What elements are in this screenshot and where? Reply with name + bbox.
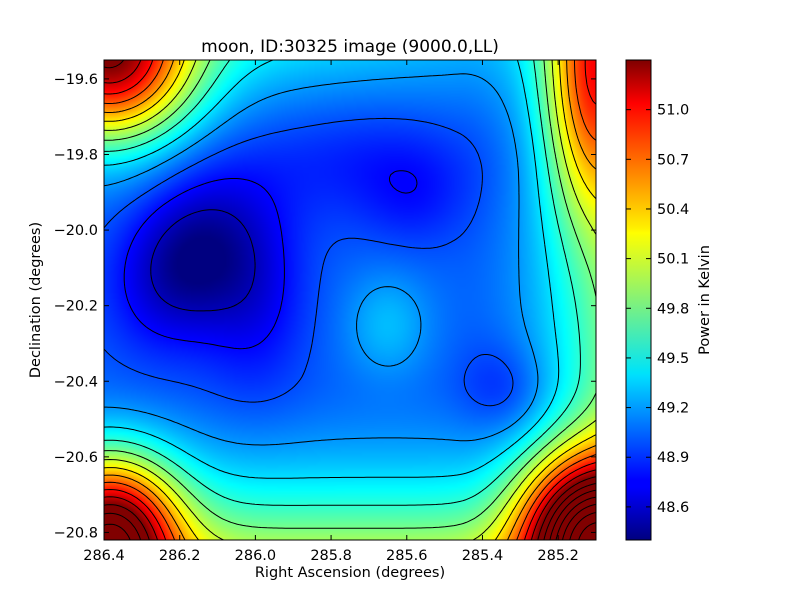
contour-line bbox=[104, 60, 596, 540]
y-tick-label: −20.6 bbox=[54, 450, 98, 466]
x-tick-label: 285.2 bbox=[537, 548, 579, 564]
contour-line bbox=[104, 483, 596, 540]
colorbar-tick-label: 49.2 bbox=[657, 401, 689, 417]
plot-area bbox=[104, 60, 596, 540]
x-axis: 286.4 286.2 286.0 285.8 285.6 285.4 285.2 bbox=[83, 60, 579, 564]
y-axis-label: Declination (degrees) bbox=[28, 222, 44, 378]
colorbar-gradient bbox=[625, 59, 652, 541]
contour-line bbox=[104, 489, 596, 540]
contour-line bbox=[104, 60, 596, 540]
colorbar-tick-label: 48.9 bbox=[657, 450, 689, 466]
colorbar-tick-label: 49.8 bbox=[657, 301, 689, 317]
colorbar-tick-label: 50.4 bbox=[657, 202, 689, 218]
colorbar-tick-label: 50.1 bbox=[657, 252, 689, 268]
contour-line bbox=[104, 60, 596, 540]
y-tick-label: −20.4 bbox=[54, 374, 98, 390]
contour-line bbox=[104, 73, 539, 446]
x-tick-label: 285.8 bbox=[310, 548, 352, 564]
contour-line bbox=[104, 60, 596, 540]
contour-line bbox=[150, 209, 256, 312]
y-tick-label: −19.8 bbox=[54, 147, 98, 163]
contour-line bbox=[555, 496, 596, 540]
y-tick-label: −20.8 bbox=[54, 525, 98, 541]
contour-line bbox=[104, 60, 581, 506]
contour-lines bbox=[104, 60, 596, 540]
contour-line bbox=[104, 117, 514, 407]
colorbar-label: Power in Kelvin bbox=[697, 245, 713, 355]
chart-title: moon, ID:30325 image (9000.0,LL) bbox=[201, 37, 499, 57]
x-tick-label: 286.4 bbox=[83, 548, 125, 564]
y-tick-label: −19.6 bbox=[54, 72, 98, 88]
contour-line bbox=[104, 60, 596, 540]
contour-line bbox=[104, 60, 596, 529]
x-tick-label: 285.4 bbox=[462, 548, 504, 564]
contour-line bbox=[562, 503, 596, 540]
x-tick-label: 286.0 bbox=[235, 548, 277, 564]
colorbar-tick-label: 50.7 bbox=[657, 152, 689, 168]
y-axis: −19.6 −19.8 −20.0 −20.2 −20.4 −20.6 −20.8 bbox=[54, 72, 596, 541]
x-tick-label: 285.6 bbox=[386, 548, 428, 564]
contour-line bbox=[104, 60, 596, 540]
contour-line bbox=[104, 60, 596, 540]
contour-line bbox=[569, 512, 596, 540]
y-tick-label: −20.2 bbox=[54, 299, 98, 315]
colorbar-tick-label: 48.6 bbox=[657, 500, 689, 516]
contour-line bbox=[104, 60, 560, 479]
colorbar: 48.6 48.9 49.2 49.5 49.8 50.1 50.4 50.7 51.0 bbox=[625, 59, 689, 541]
x-tick-label: 286.2 bbox=[159, 548, 201, 564]
plot-frame bbox=[103, 59, 597, 541]
contour-line bbox=[123, 170, 418, 350]
x-axis-label: Right Ascension (degrees) bbox=[255, 565, 445, 581]
colorbar-ticks: 48.6 48.9 49.2 49.5 49.8 50.1 50.4 50.7 51.0 bbox=[626, 103, 689, 516]
y-tick-label: −20.0 bbox=[54, 223, 98, 239]
colorbar-tick-label: 49.5 bbox=[657, 351, 689, 367]
colorbar-tick-label: 51.0 bbox=[657, 103, 689, 119]
contour-line bbox=[578, 522, 596, 540]
